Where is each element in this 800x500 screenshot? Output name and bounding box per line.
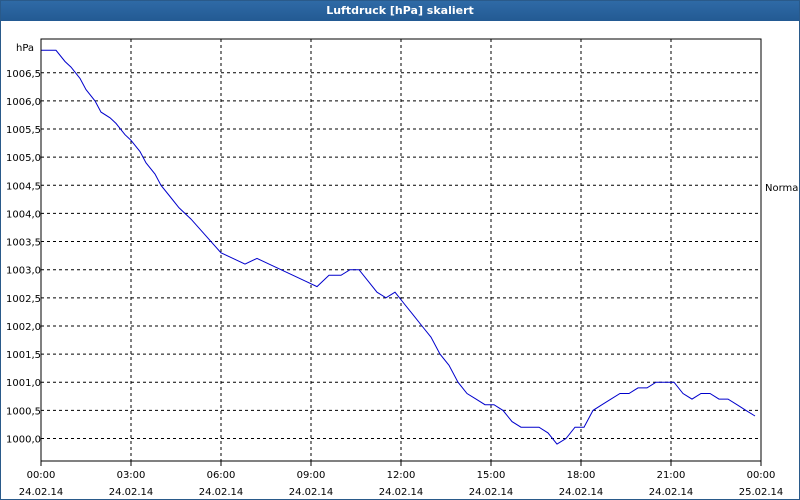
data-series bbox=[41, 49, 756, 445]
y-tick-label: 1004,0 bbox=[6, 209, 41, 220]
y-tick-labels: 1000,0 1000,5 1001,0 1001,5 1002,0 1002,5 1003… bbox=[6, 69, 41, 446]
y-tick-label: 1003,0 bbox=[6, 266, 41, 277]
x-tick-labels: 00:00 24.02.14 03:00 24.02.14 06:00 24.02.14 0… bbox=[19, 461, 784, 498]
x-tick-date-label: 24.02.14 bbox=[559, 487, 604, 498]
pressure-series-line bbox=[41, 49, 756, 445]
y-tick-label: 1002,0 bbox=[6, 322, 41, 333]
y-tick-label: 1005,0 bbox=[6, 153, 41, 164]
y-tick-label: 1006,5 bbox=[6, 69, 41, 80]
y-tick-label: 1002,5 bbox=[6, 294, 41, 305]
x-tick-date-label: 24.02.14 bbox=[19, 487, 64, 498]
x-tick-time-label: 00:00 bbox=[27, 470, 56, 481]
pressure-line-chart: hPa Normal 1000,0 1000,5 1001,0 1001,5 1002,… bbox=[6, 38, 799, 498]
x-tick-time-label: 15:00 bbox=[477, 470, 506, 481]
normal-reference-label: Normal bbox=[765, 183, 799, 194]
x-tick-time-label: 06:00 bbox=[207, 470, 236, 481]
x-tick-date-label: 25.02.14 bbox=[739, 487, 784, 498]
y-tick-label: 1000,0 bbox=[6, 434, 41, 445]
x-tick-date-label: 24.02.14 bbox=[199, 487, 244, 498]
y-tick-label: 1003,5 bbox=[6, 238, 41, 249]
y-tick-label: 1001,0 bbox=[6, 378, 41, 389]
x-tick-date-label: 24.02.14 bbox=[649, 487, 694, 498]
x-tick-date-label: 24.02.14 bbox=[379, 487, 424, 498]
x-tick-date-label: 24.02.14 bbox=[469, 487, 514, 498]
y-axis-unit-label: hPa bbox=[16, 43, 34, 54]
plot-area-frame bbox=[40, 38, 762, 462]
y-tick-label: 1004,5 bbox=[6, 181, 41, 192]
x-tick-date-label: 24.02.14 bbox=[289, 487, 334, 498]
x-tick-time-label: 18:00 bbox=[567, 470, 596, 481]
window-title: Luftdruck [hPa] skaliert bbox=[1, 1, 799, 21]
x-tick-time-label: 21:00 bbox=[657, 470, 686, 481]
x-tick-time-label: 12:00 bbox=[387, 470, 416, 481]
y-tick-label: 1006,0 bbox=[6, 97, 41, 108]
x-tick-time-label: 03:00 bbox=[117, 470, 146, 481]
grid-lines bbox=[41, 39, 761, 461]
x-tick-time-label: 09:00 bbox=[297, 470, 326, 481]
x-tick-date-label: 24.02.14 bbox=[109, 487, 154, 498]
y-tick-label: 1000,5 bbox=[6, 406, 41, 417]
x-tick-time-label: 00:00 bbox=[747, 470, 776, 481]
y-tick-label: 1001,5 bbox=[6, 350, 41, 361]
y-tick-label: 1005,5 bbox=[6, 125, 41, 136]
